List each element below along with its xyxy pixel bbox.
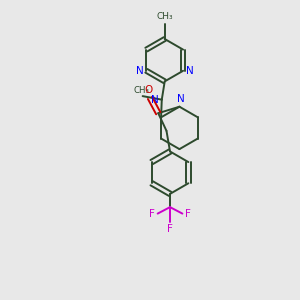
Text: F: F	[167, 224, 173, 234]
Text: N: N	[136, 66, 144, 76]
Text: N: N	[186, 66, 194, 76]
Text: O: O	[145, 85, 153, 94]
Text: F: F	[149, 208, 155, 219]
Text: F: F	[185, 208, 191, 219]
Text: N: N	[177, 94, 184, 104]
Text: CH₃: CH₃	[133, 86, 149, 95]
Text: CH₃: CH₃	[156, 12, 173, 21]
Text: N: N	[152, 94, 159, 105]
